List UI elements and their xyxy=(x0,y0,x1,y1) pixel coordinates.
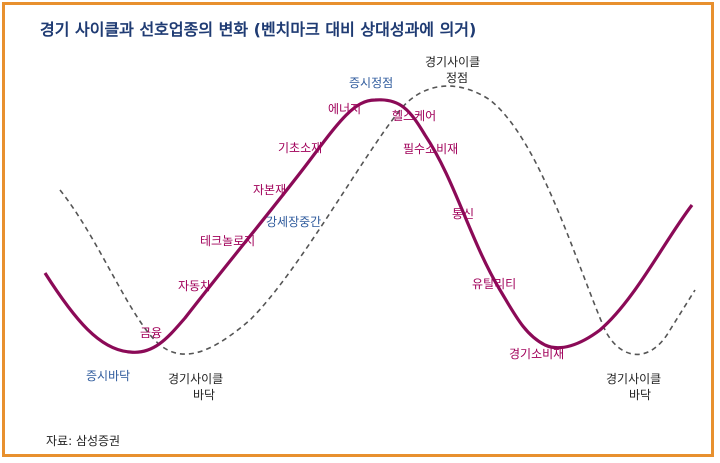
market-peak-label: 증시정점 xyxy=(349,76,393,90)
economy-cycle-curve xyxy=(59,85,696,356)
sector-label-auto: 자동차 xyxy=(178,279,211,293)
cycle-bottom-1-label-line1: 경기사이클 xyxy=(168,372,223,386)
stock-market-cycle-curve xyxy=(43,98,694,354)
strong-rise-label: 강세장중간 xyxy=(266,215,321,229)
cycle-bottom-1-label-line2: 바닥 xyxy=(193,388,215,402)
sector-label-utilities: 유틸리티 xyxy=(472,277,516,291)
diagram-title: 경기 사이클과 선호업종의 변화 (벤치마크 대비 상대성과에 의거) xyxy=(40,20,477,39)
sector-label-consumer-discretionary: 경기소비재 xyxy=(509,347,564,361)
cycle-peak-label-line1: 경기사이클 xyxy=(425,55,480,69)
sector-label-materials: 기초소재 xyxy=(278,141,322,155)
sector-label-finance: 금융 xyxy=(140,326,162,340)
diagram-frame xyxy=(2,2,714,457)
sector-label-energy: 에너지 xyxy=(328,102,361,116)
market-bottom-label: 증시바닥 xyxy=(86,369,130,383)
cycle-bottom-2-label-line2: 바닥 xyxy=(629,388,651,402)
cycle-bottom-2-label-line1: 경기사이클 xyxy=(606,372,661,386)
sector-label-tech-hardware: 테크놀로지 xyxy=(200,234,255,248)
sector-label-healthcare: 헬스케어 xyxy=(392,109,436,123)
sector-label-consumer-staples: 필수소비재 xyxy=(403,142,458,156)
source-note: 자료: 삼성증권 xyxy=(46,434,121,448)
cycle-peak-label-line2: 정점 xyxy=(446,71,468,85)
sector-label-telecom: 통신 xyxy=(452,207,474,221)
sector-label-capital-goods: 자본재 xyxy=(253,183,286,197)
